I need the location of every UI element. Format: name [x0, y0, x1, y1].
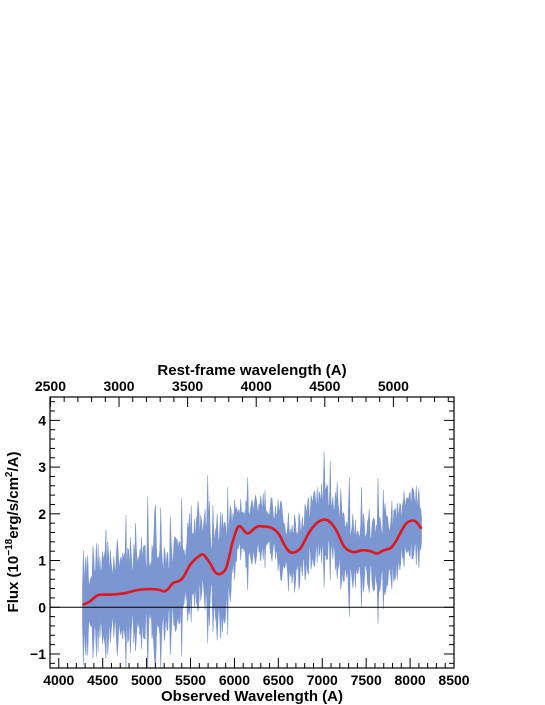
y-tick-label: 3 [38, 459, 46, 475]
x-tick-label: 6000 [219, 672, 250, 688]
x-axis-title: Observed Wavelength (A) [161, 688, 343, 705]
y-axis-ticks: −1 0 1 2 3 4 [30, 401, 454, 664]
y-tick-label: 1 [38, 553, 46, 569]
x-tick-label: 4000 [43, 672, 74, 688]
x-tick-label: 7500 [351, 672, 382, 688]
top-axis-title: Rest-frame wavelength (A) [157, 362, 346, 379]
top-tick-label: 3000 [103, 378, 134, 394]
top-axis-ticks: 2500 3000 3500 4000 4500 5000 [35, 378, 449, 407]
y-axis-title: Flux (10−18erg/s/cm2/A) [4, 452, 22, 613]
y-axis-title-exp2: 2 [4, 471, 15, 477]
y-tick-label: −1 [30, 646, 46, 662]
spectrum-band [82, 451, 422, 669]
top-tick-label: 4000 [241, 378, 272, 394]
top-tick-label: 5000 [378, 378, 409, 394]
top-tick-label: 4500 [309, 378, 340, 394]
y-tick-label: 4 [38, 412, 46, 428]
y-axis-title-main: Flux (10 [5, 556, 22, 613]
y-axis-title-end: /A) [5, 452, 22, 472]
model-series [82, 518, 423, 607]
spectrum-series [82, 451, 422, 669]
y-tick-label: 0 [38, 599, 46, 615]
y-axis-title-mid: erg/s/cm [5, 477, 22, 539]
top-tick-label: 3500 [172, 378, 203, 394]
model-line [82, 518, 423, 607]
x-tick-label: 8500 [438, 672, 469, 688]
x-tick-label: 5000 [131, 672, 162, 688]
x-tick-label: 7000 [307, 672, 338, 688]
top-tick-label: 2500 [35, 378, 66, 394]
x-tick-label: 5500 [175, 672, 206, 688]
x-tick-label: 4500 [87, 672, 118, 688]
x-tick-label: 8000 [395, 672, 426, 688]
y-axis-title-exp1: −18 [4, 538, 15, 555]
y-tick-label: 2 [38, 506, 46, 522]
x-tick-label: 6500 [263, 672, 294, 688]
x-axis-ticks: 4000 4500 5000 5500 6000 6500 7000 7500 8000 8500 [43, 658, 470, 688]
